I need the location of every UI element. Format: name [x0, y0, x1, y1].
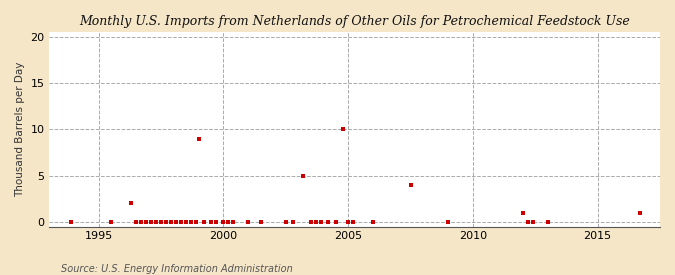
Point	[338, 127, 348, 131]
Title: Monthly U.S. Imports from Netherlands of Other Oils for Petrochemical Feedstock : Monthly U.S. Imports from Netherlands of…	[79, 15, 630, 28]
Point	[186, 220, 196, 224]
Point	[171, 220, 182, 224]
Point	[243, 220, 254, 224]
Point	[315, 220, 326, 224]
Point	[136, 220, 146, 224]
Point	[131, 220, 142, 224]
Point	[206, 220, 217, 224]
Point	[255, 220, 266, 224]
Point	[181, 220, 192, 224]
Point	[151, 220, 161, 224]
Point	[190, 220, 201, 224]
Point	[176, 220, 186, 224]
Point	[193, 136, 204, 141]
Point	[298, 174, 308, 178]
Point	[146, 220, 157, 224]
Point	[66, 220, 77, 224]
Point	[323, 220, 333, 224]
Point	[518, 210, 529, 215]
Point	[305, 220, 316, 224]
Point	[330, 220, 341, 224]
Point	[223, 220, 234, 224]
Point	[161, 220, 171, 224]
Point	[165, 220, 176, 224]
Point	[218, 220, 229, 224]
Point	[106, 220, 117, 224]
Point	[288, 220, 299, 224]
Point	[228, 220, 239, 224]
Point	[634, 210, 645, 215]
Text: Source: U.S. Energy Information Administration: Source: U.S. Energy Information Administ…	[61, 264, 292, 274]
Point	[211, 220, 221, 224]
Point	[405, 183, 416, 187]
Point	[156, 220, 167, 224]
Point	[368, 220, 379, 224]
Y-axis label: Thousand Barrels per Day: Thousand Barrels per Day	[15, 62, 25, 197]
Point	[343, 220, 354, 224]
Point	[280, 220, 291, 224]
Point	[348, 220, 358, 224]
Point	[443, 220, 454, 224]
Point	[527, 220, 538, 224]
Point	[310, 220, 321, 224]
Point	[542, 220, 553, 224]
Point	[126, 201, 136, 206]
Point	[140, 220, 151, 224]
Point	[198, 220, 209, 224]
Point	[522, 220, 533, 224]
